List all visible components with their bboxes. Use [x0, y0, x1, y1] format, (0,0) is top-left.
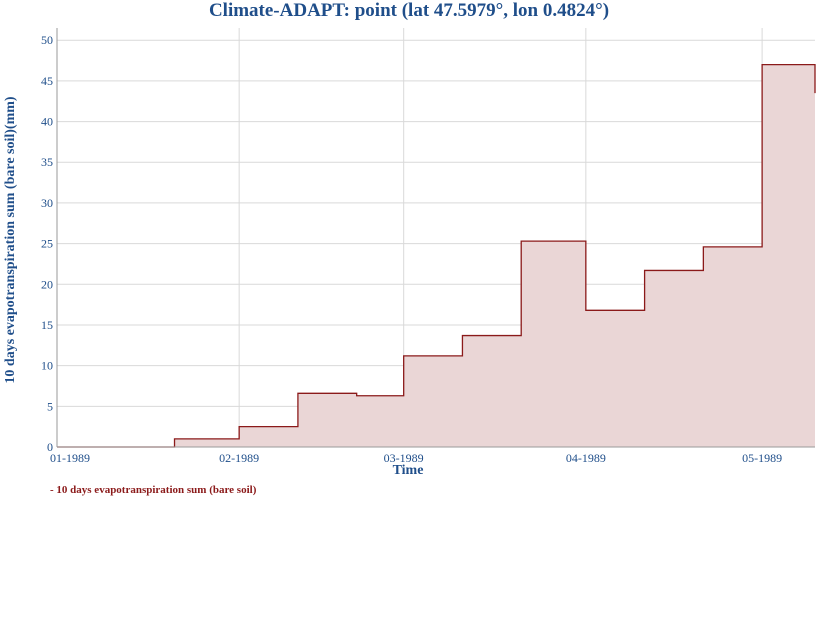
x-tick-label: 01-1989 [50, 451, 90, 465]
x-axis-title: Time [393, 463, 424, 478]
y-tick-label: 35 [41, 155, 53, 169]
y-tick-label: 10 [41, 359, 53, 373]
legend-entry: - 10 days evapotranspiration sum (bare s… [50, 484, 257, 496]
series-line [57, 63, 816, 448]
y-tick-label: 5 [47, 399, 53, 413]
plot-area [57, 63, 816, 448]
axes: 0 5 10 15 20 25 30 35 40 45 50 01-1989 02-1989 03-198… [41, 28, 815, 465]
series-area [57, 64, 815, 448]
y-tick-label: 45 [41, 74, 53, 88]
y-tick-label: 40 [41, 115, 53, 129]
y-tick-label: 25 [41, 237, 53, 251]
y-tick-label: 15 [41, 318, 53, 332]
y-axis-title: 10 days evapotranspiration sum (bare soi… [3, 96, 18, 383]
y-tick-label: 20 [41, 277, 53, 291]
x-tick-label: 05-1989 [742, 451, 782, 465]
y-tick-label: 50 [41, 33, 53, 47]
legend: - 10 days evapotranspiration sum (bare s… [50, 484, 257, 496]
x-tick-label: 02-1989 [219, 451, 259, 465]
x-tick-label: 03-1989 [384, 451, 424, 465]
y-tick-label: 0 [47, 440, 53, 454]
x-tick-label: 04-1989 [566, 451, 606, 465]
chart-title: Climate-ADAPT: point (lat 47.5979°, lon … [209, 0, 609, 21]
y-tick-label: 30 [41, 196, 53, 210]
